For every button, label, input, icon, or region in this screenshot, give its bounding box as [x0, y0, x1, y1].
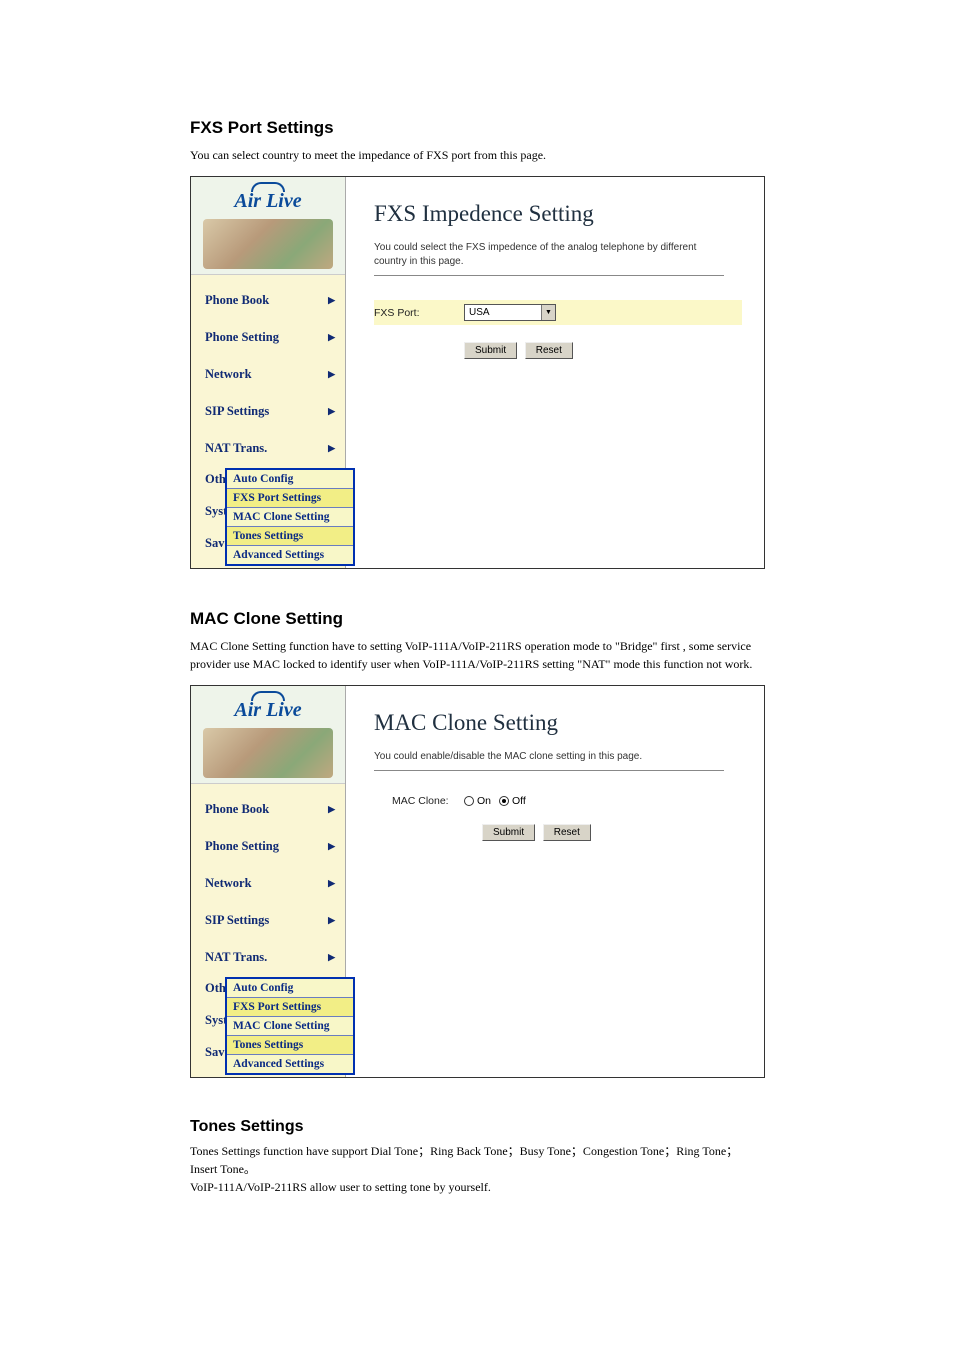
radio-off[interactable]: Off	[499, 795, 526, 807]
chevron-right-icon: ▶	[328, 369, 335, 380]
radio-icon	[499, 796, 509, 806]
logo-text: Air Live	[234, 699, 301, 722]
nav-nat-trans[interactable]: NAT Trans. ▶	[191, 942, 345, 979]
fxs-port-row: FXS Port: USA ▼	[374, 300, 742, 325]
nav-phone-setting[interactable]: Phone Setting ▶	[191, 831, 345, 868]
chevron-right-icon: ▶	[328, 878, 335, 889]
submenu-tones[interactable]: Tones Settings	[227, 527, 353, 546]
nav-phone-book[interactable]: Phone Book ▶	[191, 285, 345, 322]
submenu-fxs-port[interactable]: FXS Port Settings	[227, 489, 353, 508]
radio-on[interactable]: On	[464, 795, 491, 807]
chevron-right-icon: ▶	[328, 406, 335, 417]
submenu-box: Auto Config FXS Port Settings MAC Clone …	[225, 977, 355, 1075]
select-value: USA	[469, 307, 490, 318]
nav-list: Phone Book ▶ Phone Setting ▶ Network ▶ SIP …	[191, 784, 345, 1077]
sidebar: Air Live Phone Book ▶ Phone Setting ▶ Netw…	[191, 686, 346, 1077]
nav-phone-book[interactable]: Phone Book ▶	[191, 794, 345, 831]
fxs-port-select[interactable]: USA ▼	[464, 304, 556, 321]
content-title: MAC Clone Setting	[374, 710, 742, 736]
logo-text: Air Live	[234, 190, 301, 213]
nav-list: Phone Book ▶ Phone Setting ▶ Network ▶ SIP …	[191, 275, 345, 568]
chevron-right-icon: ▶	[328, 915, 335, 926]
radio-off-label: Off	[512, 795, 526, 807]
nav-nat-trans[interactable]: NAT Trans. ▶	[191, 433, 345, 470]
nav-sip-settings[interactable]: SIP Settings ▶	[191, 396, 345, 433]
mac-section-desc: MAC Clone Setting function have to setti…	[190, 637, 764, 673]
reset-button[interactable]: Reset	[525, 342, 573, 359]
mac-clone-row: MAC Clone: On Off	[374, 795, 742, 807]
tones-section: Tones Settings Tones Settings function h…	[190, 1118, 764, 1196]
chevron-right-icon: ▶	[328, 841, 335, 852]
logo-box: Air Live	[191, 177, 345, 275]
radio-icon	[464, 796, 474, 806]
fxs-screenshot: Air Live Phone Book ▶ Phone Setting ▶ Netw…	[190, 176, 765, 569]
nav-label: SIP Settings	[205, 404, 269, 419]
nav-label: NAT Trans.	[205, 441, 267, 456]
nav-label: Phone Setting	[205, 330, 279, 345]
nav-label: SIP Settings	[205, 913, 269, 928]
reset-button[interactable]: Reset	[543, 824, 591, 841]
tones-p1: Tones Settings function have support Dia…	[190, 1142, 764, 1178]
content-panel: MAC Clone Setting You could enable/disab…	[346, 686, 764, 1077]
content-title: FXS Impedence Setting	[374, 201, 742, 227]
content-subtitle: You could select the FXS impedence of th…	[374, 241, 724, 276]
submenu-advanced[interactable]: Advanced Settings	[227, 1055, 353, 1073]
logo-people-image	[203, 219, 333, 269]
submenu-tones[interactable]: Tones Settings	[227, 1036, 353, 1055]
nav-label: Phone Book	[205, 293, 269, 308]
nav-phone-setting[interactable]: Phone Setting ▶	[191, 322, 345, 359]
submenu-fxs-port[interactable]: FXS Port Settings	[227, 998, 353, 1017]
submit-button[interactable]: Submit	[464, 342, 517, 359]
submenu-mac-clone[interactable]: MAC Clone Setting	[227, 508, 353, 527]
nav-label: Phone Book	[205, 802, 269, 817]
mac-section-title: MAC Clone Setting	[190, 609, 764, 629]
nav-label: Network	[205, 367, 252, 382]
chevron-down-icon: ▼	[541, 305, 555, 320]
submenu-wrap: Othe Syst Save Auto Config FXS Port Sett…	[191, 979, 345, 1071]
submenu-auto-config[interactable]: Auto Config	[227, 979, 353, 998]
nav-under-system[interactable]: Syst	[205, 1013, 227, 1028]
fxs-port-label: FXS Port:	[374, 307, 464, 319]
tones-p2: VoIP-111A/VoIP-211RS allow user to setti…	[190, 1178, 764, 1196]
chevron-right-icon: ▶	[328, 804, 335, 815]
submenu-box: Auto Config FXS Port Settings MAC Clone …	[225, 468, 355, 566]
content-subtitle: You could enable/disable the MAC clone s…	[374, 750, 724, 771]
sidebar: Air Live Phone Book ▶ Phone Setting ▶ Netw…	[191, 177, 346, 568]
nav-sip-settings[interactable]: SIP Settings ▶	[191, 905, 345, 942]
chevron-right-icon: ▶	[328, 443, 335, 454]
nav-label: NAT Trans.	[205, 950, 267, 965]
nav-label: Network	[205, 876, 252, 891]
content-panel: FXS Impedence Setting You could select t…	[346, 177, 764, 568]
submenu-mac-clone[interactable]: MAC Clone Setting	[227, 1017, 353, 1036]
button-row: Submit Reset	[374, 341, 742, 359]
submit-button[interactable]: Submit	[482, 824, 535, 841]
submenu-auto-config[interactable]: Auto Config	[227, 470, 353, 489]
chevron-right-icon: ▶	[328, 332, 335, 343]
chevron-right-icon: ▶	[328, 295, 335, 306]
nav-under-system[interactable]: Syst	[205, 504, 227, 519]
logo-people-image	[203, 728, 333, 778]
nav-network[interactable]: Network ▶	[191, 359, 345, 396]
mac-screenshot: Air Live Phone Book ▶ Phone Setting ▶ Netw…	[190, 685, 765, 1078]
fxs-section-title: FXS Port Settings	[190, 118, 764, 138]
submenu-wrap: Othe Syst Save Auto Config FXS Port Sett…	[191, 470, 345, 562]
logo-box: Air Live	[191, 686, 345, 784]
chevron-right-icon: ▶	[328, 952, 335, 963]
fxs-section-desc: You can select country to meet the imped…	[190, 146, 764, 164]
submenu-advanced[interactable]: Advanced Settings	[227, 546, 353, 564]
nav-network[interactable]: Network ▶	[191, 868, 345, 905]
button-row: Submit Reset	[374, 823, 742, 841]
radio-on-label: On	[477, 795, 491, 807]
mac-clone-label: MAC Clone:	[374, 795, 464, 807]
tones-title: Tones Settings	[190, 1118, 764, 1136]
nav-label: Phone Setting	[205, 839, 279, 854]
